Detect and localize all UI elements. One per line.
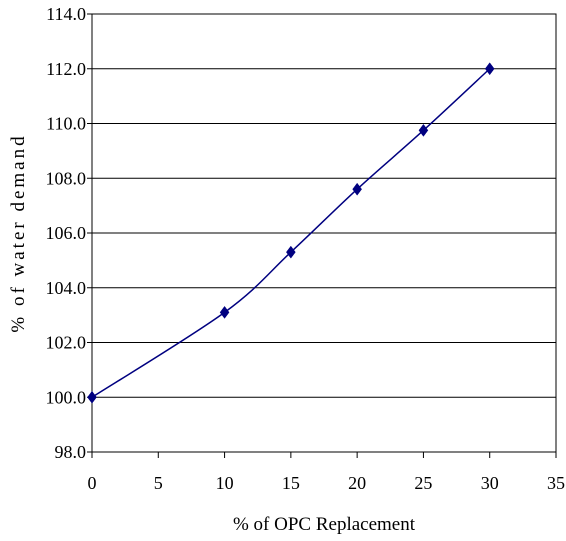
y-tick-label: 112.0 (46, 59, 86, 79)
y-tick-label: 108.0 (46, 168, 87, 188)
x-tick-label: 15 (282, 473, 300, 493)
x-tick-label: 30 (481, 473, 499, 493)
y-tick-label: 100.0 (46, 387, 87, 407)
data-series (87, 62, 495, 404)
tick-labels: 98.0 100.0 102.0 104.0 106.0 108.0 110.0 112.0 1… (46, 4, 566, 493)
x-axis-title: % of OPC Replacement (233, 514, 416, 535)
y-tick-label: 98.0 (55, 442, 87, 462)
data-point-marker (87, 390, 97, 404)
gridlines (92, 68, 556, 398)
x-tick-label: 25 (414, 473, 432, 493)
x-tick-label: 5 (154, 473, 163, 493)
data-point-marker (418, 123, 429, 137)
data-point-marker (484, 62, 495, 76)
x-tick-label: 35 (547, 473, 565, 493)
x-tick-label: 10 (216, 473, 234, 493)
x-tick-label: 0 (88, 473, 97, 493)
data-point-marker (219, 305, 230, 319)
y-axis-title: % of water demand (8, 133, 29, 332)
y-tick-label: 114.0 (46, 4, 86, 24)
y-tick-label: 102.0 (46, 333, 87, 353)
y-tick-label: 104.0 (46, 278, 87, 298)
y-tick-label: 106.0 (46, 223, 87, 243)
data-point-marker (352, 182, 362, 196)
axes (87, 13, 557, 458)
data-point-marker (286, 245, 296, 259)
x-tick-label: 20 (348, 473, 366, 493)
series-line (91, 68, 491, 398)
y-tick-label: 110.0 (46, 114, 86, 134)
